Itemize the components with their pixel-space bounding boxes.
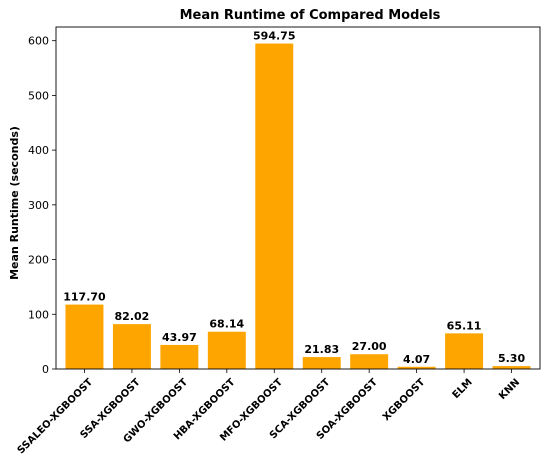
bar (112, 324, 151, 369)
y-tick-label: 500 (28, 89, 49, 102)
plot-area: 117.70SSALEO-XGBOOST82.02SSA-XGBOOST43.9… (16, 26, 541, 457)
bar (350, 354, 389, 369)
y-tick-label: 600 (28, 35, 49, 48)
bar (65, 304, 104, 369)
bar-value-label: 65.11 (447, 319, 482, 332)
bar (302, 357, 341, 369)
bar-value-label: 4.07 (403, 353, 430, 366)
chart-title: Mean Runtime of Compared Models (180, 8, 441, 23)
y-tick-label: 300 (28, 199, 49, 212)
bar (255, 43, 294, 370)
bar-value-label: 82.02 (115, 310, 150, 323)
x-tick-label: SSALEO-XGBOOST (16, 377, 96, 457)
bar-value-label: 117.70 (63, 291, 106, 304)
bar (445, 333, 484, 369)
bar-value-label: 21.83 (304, 343, 339, 356)
bar-value-label: 68.14 (209, 318, 244, 331)
axes-frame (55, 26, 541, 370)
bar-value-label: 43.97 (162, 331, 197, 344)
bar-value-label: 27.00 (352, 340, 387, 353)
bar-value-label: 5.30 (498, 352, 525, 365)
bar (160, 344, 199, 369)
bar (492, 366, 531, 369)
x-tick-label: ELM (451, 377, 475, 401)
y-axis-label: Mean Runtime (seconds) (8, 126, 21, 280)
y-tick-label: 0 (42, 363, 49, 376)
x-tick-label: KNN (497, 377, 522, 402)
bar (207, 331, 246, 369)
y-tick-label: 100 (28, 308, 49, 321)
y-tick-label: 400 (28, 144, 49, 157)
x-tick-label: XGBOOST (381, 377, 427, 423)
bar (397, 366, 436, 369)
y-tick-label: 200 (28, 254, 49, 267)
bar-value-label: 594.75 (253, 30, 295, 43)
